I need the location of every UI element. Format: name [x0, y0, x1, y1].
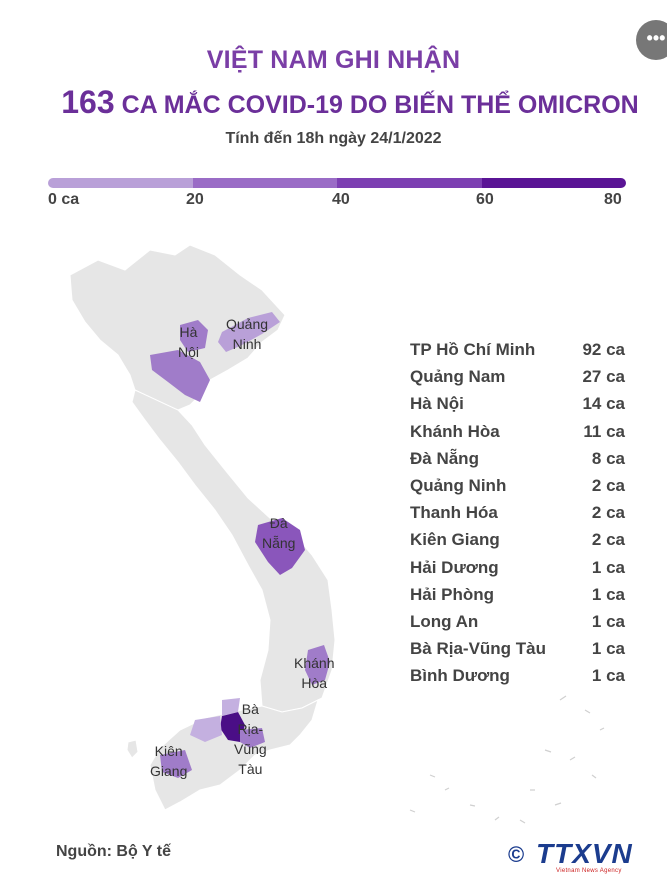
province-name: Khánh Hòa	[410, 421, 500, 441]
ba-ria-region	[240, 728, 265, 748]
province-name: Hà Nội	[410, 394, 464, 414]
map-label-ba-ria: Bà Rịa- Vũng Tàu	[234, 701, 267, 777]
case-row: Thanh Hóa 2 ca	[410, 500, 625, 527]
case-row: Đà Nẵng 8 ca	[410, 446, 625, 473]
thanh-hoa-region	[150, 350, 210, 402]
case-count: 1 ca	[591, 611, 625, 631]
scale-tick-40: 40	[332, 191, 350, 208]
case-row: Quảng Ninh 2 ca	[410, 473, 625, 500]
south-region	[149, 699, 319, 811]
map-label-quang-ninh: Quảng Ninh	[226, 316, 269, 352]
case-count: 27 ca	[582, 367, 625, 387]
province-name: Long An	[410, 611, 479, 631]
province-name: Hải Phòng	[410, 584, 495, 604]
title-count: 163	[61, 84, 115, 120]
long-an-region	[190, 716, 222, 742]
north-region	[69, 244, 286, 411]
scale-segment-1	[48, 178, 193, 188]
province-name: Bình Dương	[410, 666, 510, 686]
islands	[409, 695, 605, 824]
case-row: Bà Rịa-Vũng Tàu 1 ca	[410, 636, 625, 663]
case-list: TP Hồ Chí Minh 92 ca Quảng Nam 27 ca Hà Nội 1…	[410, 337, 625, 690]
case-count: 14 ca	[582, 394, 625, 414]
ttxvn-logo: © TTXVN Vietnam News Agency	[508, 838, 638, 878]
case-row: Kiên Giang 2 ca	[410, 527, 625, 554]
province-name: Bà Rịa-Vũng Tàu	[410, 639, 547, 659]
scale-tick-60: 60	[476, 191, 494, 208]
color-scale-bar	[48, 178, 626, 188]
case-row: TP Hồ Chí Minh 92 ca	[410, 337, 625, 364]
case-count: 2 ca	[591, 530, 625, 550]
logo-tagline: Vietnam News Agency	[556, 868, 622, 874]
map-label-da-nang: Đà Nẵng	[262, 515, 296, 551]
da-nang-region	[255, 518, 305, 575]
map-label-ha-noi: Hà Nội	[178, 324, 200, 360]
quang-ninh-region	[218, 312, 280, 352]
scale-tick-20: 20	[186, 191, 204, 208]
case-count: 8 ca	[591, 448, 625, 468]
ellipsis-icon: •••	[646, 28, 666, 48]
province-name: TP Hồ Chí Minh	[410, 340, 536, 359]
title-line-2: 163 CA MẮC COVID-19 DO BIẾN THỂ OMICRON	[0, 84, 667, 121]
title-line-1: VIỆT NAM GHI NHẬN	[206, 46, 461, 74]
scale-segment-4	[481, 178, 626, 188]
case-count: 1 ca	[591, 639, 625, 659]
phu-quoc-island	[126, 739, 139, 759]
province-name: Đà Nẵng	[410, 448, 479, 468]
case-row: Hà Nội 14 ca	[410, 391, 625, 418]
scale-tick-0: 0 ca	[48, 191, 80, 208]
province-name: Quảng Ninh	[410, 475, 507, 495]
province-name: Hải Dương	[410, 557, 499, 577]
scale-segment-2	[192, 178, 337, 188]
case-count: 1 ca	[591, 557, 625, 577]
subtitle-date: Tính đến 18h ngày 24/1/2022	[225, 130, 442, 147]
province-name: Kiên Giang	[410, 530, 500, 550]
case-count: 2 ca	[591, 475, 625, 495]
vietnam-map	[69, 244, 605, 824]
map-label-kien-giang: Kiên Giang	[150, 743, 188, 779]
copyright-icon: ©	[508, 842, 525, 867]
map-highlights	[150, 312, 330, 778]
province-name: Thanh Hóa	[410, 503, 498, 523]
hcm-region	[220, 712, 245, 742]
case-row: Khánh Hòa 11 ca	[410, 419, 625, 446]
kien-giang-region	[160, 750, 192, 778]
case-row: Hải Dương 1 ca	[410, 555, 625, 582]
title-rest: CA MẮC COVID-19 DO BIẾN THỂ OMICRON	[114, 91, 639, 119]
case-row: Long An 1 ca	[410, 609, 625, 636]
scale-segment-3	[337, 178, 482, 188]
case-row: Bình Dương 1 ca	[410, 663, 625, 690]
logo-brand: TTXVN	[536, 838, 633, 869]
case-count: 2 ca	[591, 503, 625, 523]
case-count: 1 ca	[591, 584, 625, 604]
case-row: Quảng Nam 27 ca	[410, 364, 625, 391]
case-count: 11 ca	[583, 421, 625, 441]
binh-duong-region	[222, 698, 240, 716]
scale-tick-80: 80	[604, 191, 622, 208]
more-options-button[interactable]: •••	[636, 20, 667, 60]
case-count: 1 ca	[591, 666, 625, 686]
ha-noi-region	[180, 320, 208, 352]
case-count: 92 ca	[582, 340, 625, 359]
khanh-hoa-region	[305, 645, 330, 685]
source-note: Nguồn: Bộ Y tế	[56, 843, 171, 860]
map-base	[69, 244, 336, 811]
case-row: Hải Phòng 1 ca	[410, 582, 625, 609]
map-label-khanh-hoa: Khánh Hòa	[294, 655, 335, 691]
province-name: Quảng Nam	[410, 367, 506, 387]
